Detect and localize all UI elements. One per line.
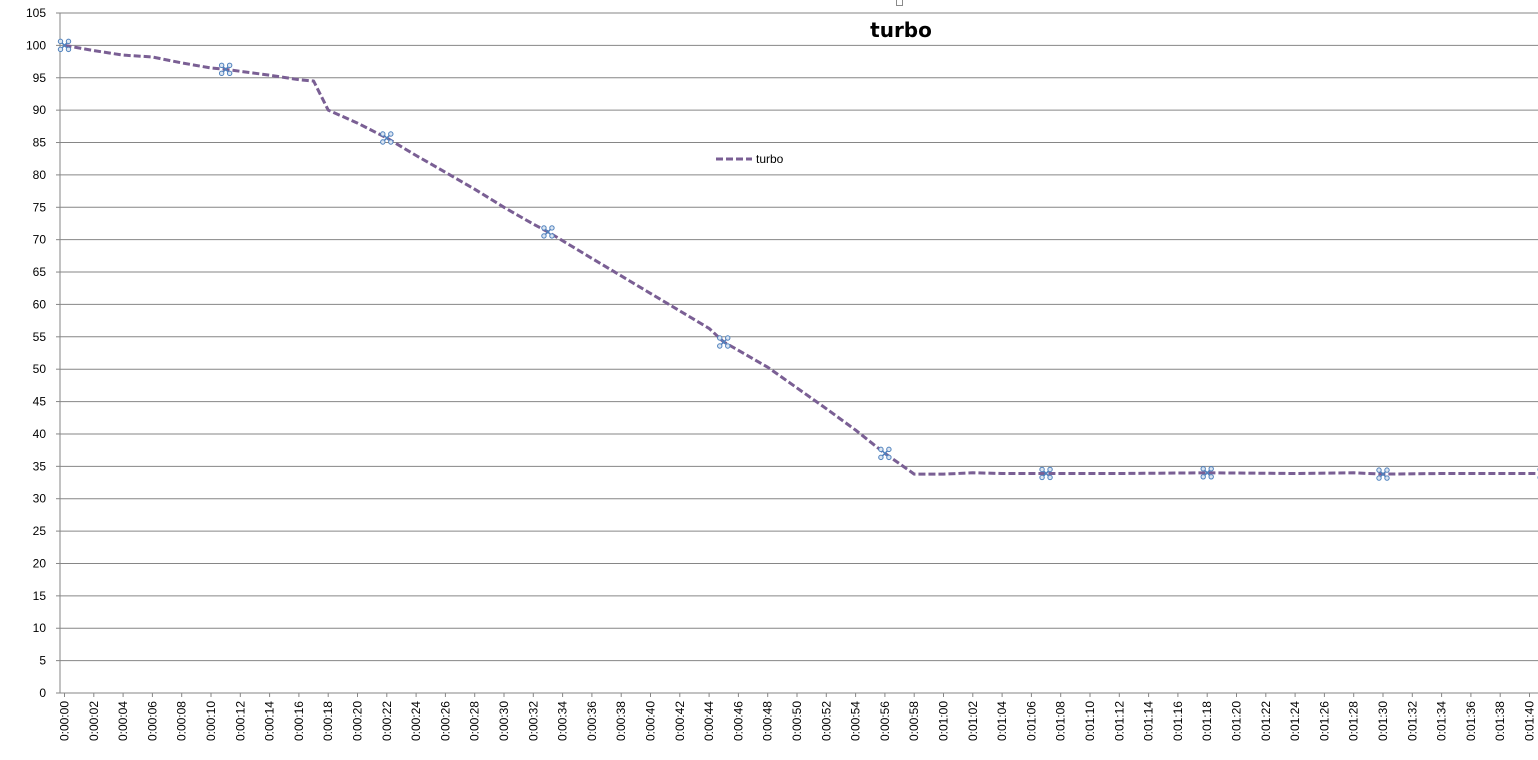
x-tick-label: 0:01:38 [1493, 701, 1507, 741]
x-tick-label: 0:01:02 [966, 701, 980, 741]
data-point-marker [57, 38, 72, 53]
x-tick-label: 0:00:56 [878, 701, 892, 741]
x-tick-label: 0:00:44 [702, 701, 716, 741]
y-tick-label: 15 [33, 589, 47, 603]
data-point-marker [218, 62, 233, 77]
series-line-turbo [64, 43, 1538, 476]
y-tick-label: 70 [33, 233, 47, 247]
x-tick-label: 0:01:10 [1083, 701, 1097, 741]
x-tick-label: 0:01:24 [1288, 701, 1302, 741]
x-tick-label: 0:00:34 [556, 701, 570, 741]
y-tick-label: 5 [39, 654, 46, 668]
chart-resize-handle[interactable] [896, 0, 903, 6]
y-tick-label: 100 [26, 38, 46, 52]
y-tick-label: 90 [33, 103, 47, 117]
x-tick-label: 0:01:32 [1405, 701, 1419, 741]
y-tick-label: 40 [33, 427, 47, 441]
y-tick-label: 75 [33, 200, 47, 214]
x-tick-label: 0:01:14 [1142, 701, 1156, 741]
x-tick-label: 0:00:08 [175, 701, 189, 741]
x-tick-label: 0:01:06 [1024, 701, 1038, 741]
y-tick-label: 55 [33, 330, 47, 344]
y-tick-label: 35 [33, 459, 47, 473]
x-tick-label: 0:00:42 [673, 701, 687, 741]
gridlines [60, 12, 1538, 662]
y-axis: 0 5 10 15 20 25 30 35 40 45 50 55 60 65 70 75 80 85 90 95 10… [26, 6, 61, 700]
x-tick-label: 0:01:22 [1259, 701, 1273, 741]
x-tick-label: 0:01:20 [1230, 701, 1244, 741]
data-point-marker [1200, 466, 1214, 480]
x-tick-label: 0:00:30 [497, 701, 511, 741]
data-point-marker [380, 131, 394, 145]
x-tick-label: 0:00:28 [468, 701, 482, 741]
x-tick-label: 0:01:34 [1435, 701, 1449, 741]
y-tick-label: 45 [33, 395, 47, 409]
x-tick-label: 0:00:52 [819, 701, 833, 741]
x-tick-label: 0:01:26 [1317, 701, 1331, 741]
x-tick-label: 0:00:54 [849, 701, 863, 741]
y-tick-label: 85 [33, 136, 47, 150]
data-point-marker [1376, 467, 1390, 481]
y-tick-label: 0 [39, 686, 46, 700]
x-tick-label: 0:00:48 [761, 701, 775, 741]
y-tick-label: 20 [33, 556, 47, 570]
x-tick-label: 0:00:18 [321, 701, 335, 741]
x-tick-label: 0:00:14 [263, 701, 277, 741]
x-tick-label: 0:00:02 [87, 701, 101, 741]
x-tick-label: 0:00:20 [351, 701, 365, 741]
legend: turbo [716, 152, 784, 166]
x-tick-label: 0:00:58 [907, 701, 921, 741]
x-tick-label: 0:00:26 [438, 701, 452, 741]
x-tick-label: 0:00:24 [409, 701, 423, 741]
chart-title: turbo [870, 18, 932, 42]
data-point-marker [1039, 466, 1053, 481]
x-tick-label: 0:01:04 [995, 701, 1009, 741]
x-tick-label: 0:00:46 [731, 701, 745, 741]
x-tick-label: 0:00:38 [614, 701, 628, 741]
x-tick-label: 0:01:36 [1464, 701, 1478, 741]
x-tick-label: 0:00:12 [233, 701, 247, 741]
y-tick-label: 10 [33, 621, 47, 635]
data-point-marker [878, 446, 892, 461]
x-tick-label: 0:00:10 [204, 701, 218, 741]
x-tick-label: 0:01:00 [937, 701, 951, 741]
y-tick-label: 65 [33, 265, 47, 279]
x-tick-label: 0:01:28 [1347, 701, 1361, 741]
x-tick-label: 0:00:50 [790, 701, 804, 741]
x-tick-label: 0:01:30 [1376, 701, 1390, 741]
data-point-marker [541, 225, 555, 239]
y-tick-label: 95 [33, 71, 47, 85]
y-tick-label: 105 [26, 6, 46, 20]
y-tick-label: 30 [33, 492, 47, 506]
x-tick-label: 0:00:22 [380, 701, 394, 741]
x-tick-label: 0:00:32 [526, 701, 540, 741]
x-tick-label: 0:01:12 [1112, 701, 1126, 741]
x-tick-label: 0:00:00 [58, 701, 72, 741]
y-tick-label: 25 [33, 524, 47, 538]
y-tick-label: 80 [33, 168, 47, 182]
x-tick-label: 0:01:08 [1054, 701, 1068, 741]
data-point-marker [717, 335, 731, 349]
y-tick-label: 60 [33, 297, 47, 311]
series-layer [57, 38, 1538, 481]
x-tick-label: 0:00:04 [116, 701, 130, 741]
legend-label-turbo: turbo [756, 152, 784, 166]
y-tick-label: 50 [33, 362, 47, 376]
x-tick-label: 0:01:40 [1523, 701, 1537, 741]
x-tick-label: 0:00:06 [145, 701, 159, 741]
x-tick-label: 0:00:16 [292, 701, 306, 741]
x-tick-label: 0:00:40 [644, 701, 658, 741]
x-tick-label: 0:01:18 [1200, 701, 1214, 741]
x-axis: 0:00:00 0:00:02 0:00:04 0:00:06 0:00:08 0:00:… [58, 692, 1538, 741]
x-tick-label: 0:00:36 [585, 701, 599, 741]
x-tick-label: 0:01:16 [1171, 701, 1185, 741]
